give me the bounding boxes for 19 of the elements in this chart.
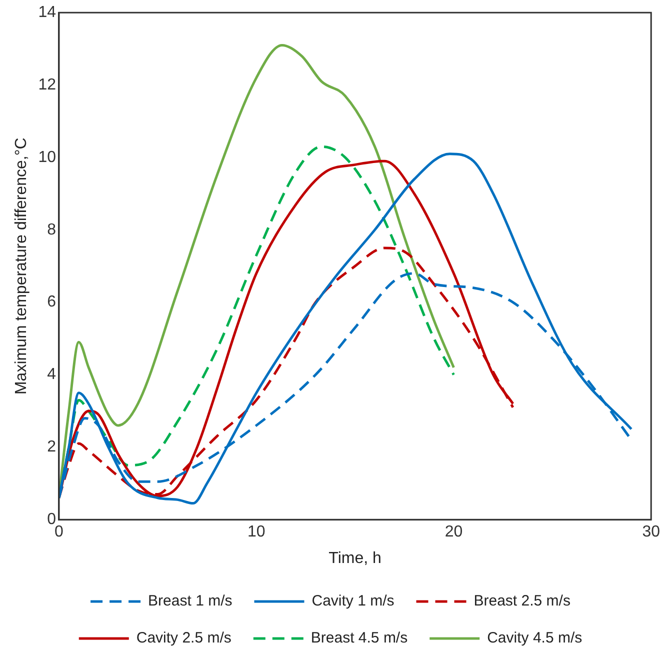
legend-label: Cavity 4.5 m/s	[487, 630, 582, 647]
y-tick-label: 14	[38, 4, 56, 22]
x-axis-title: Time, h	[328, 550, 382, 567]
y-tick-label: 6	[47, 294, 56, 311]
y-tick-label: 2	[47, 438, 56, 456]
legend-label: Cavity 2.5 m/s	[136, 630, 232, 647]
legend-label: Breast 2.5 m/s	[474, 592, 570, 610]
y-tick-label: 4	[47, 366, 56, 384]
legend-label: Cavity 1 m/s	[312, 592, 394, 610]
x-tick-label: 30	[642, 524, 660, 541]
x-tick-label: 20	[444, 524, 463, 541]
y-tick-label: 12	[38, 76, 56, 94]
x-tick-label: 10	[247, 524, 266, 541]
legend-label: Breast 4.5 m/s	[310, 630, 408, 647]
legend-label: Breast 1 m/s	[148, 592, 232, 610]
y-axis-title: Maximum temperature difference,°C	[13, 138, 30, 395]
y-tick-label: 10	[38, 148, 56, 166]
y-tick-label: 0	[47, 511, 56, 528]
y-tick-label: 8	[47, 221, 56, 238]
